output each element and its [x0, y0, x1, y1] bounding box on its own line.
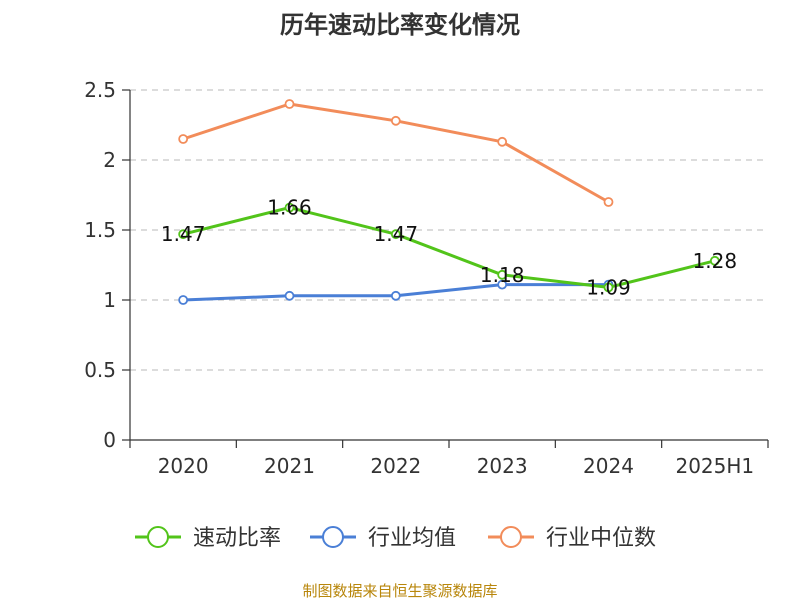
- y-tick-label-3: 1.5: [84, 218, 116, 242]
- series-2-point-1: [284, 99, 295, 109]
- legend-marker-2: [500, 526, 522, 548]
- y-tick-label-4: 2: [103, 148, 116, 172]
- chart-title: 历年速动比率变化情况: [280, 11, 520, 39]
- x-tick-label-4: 2024: [583, 454, 634, 478]
- data-label-0: 1.47: [161, 222, 206, 246]
- data-label-2: 1.47: [374, 222, 419, 246]
- data-labels: 1.47 1.66 1.47 1.18 1.09 1.28: [161, 196, 737, 300]
- legend-item-2[interactable]: 行业中位数: [488, 526, 656, 551]
- y-tick-label-0: 0: [103, 428, 116, 452]
- series-2-point-2: [390, 115, 401, 126]
- data-label-3: 1.18: [480, 263, 525, 287]
- legend-label-1: 行业均值: [368, 526, 456, 551]
- series-0-point-0: [178, 229, 189, 240]
- legend-item-1[interactable]: 行业均值: [310, 526, 456, 551]
- data-label-5: 1.28: [693, 249, 738, 273]
- x-tick-label-3: 2023: [477, 454, 528, 478]
- series-layer: [178, 99, 720, 305]
- series-2-point-4: [603, 197, 614, 207]
- y-tick-label-5: 2.5: [84, 78, 116, 102]
- series-1-point-0: [178, 295, 189, 305]
- series-0-point-2: [390, 229, 401, 240]
- y-tick-label-1: 0.5: [84, 358, 116, 382]
- source-note: 制图数据来自恒生聚源数据库: [302, 582, 497, 600]
- series-0-point-1: [284, 202, 295, 213]
- x-tick-label-1: 2021: [264, 454, 315, 478]
- series-2-point-0: [178, 134, 189, 144]
- legend-marker-1: [322, 526, 344, 548]
- series-1-point-1: [284, 290, 295, 301]
- series-0-point-5: [709, 255, 720, 266]
- axes: 0 0.5 1 1.5 2 2.5 2020 2021 2022 2023 2024 2025H1: [84, 78, 769, 478]
- x-tick-label-0: 2020: [158, 454, 209, 478]
- series-0-point-3: [497, 269, 508, 280]
- series-2-point-3: [497, 136, 508, 147]
- data-label-4: 1.09: [586, 275, 631, 299]
- y-tick-label-2: 1: [103, 288, 116, 312]
- legend-marker-0: [147, 526, 169, 548]
- data-label-1: 1.66: [267, 196, 312, 220]
- legend-label-0: 速动比率: [193, 526, 281, 551]
- legend-item-0[interactable]: 速动比率: [135, 526, 281, 551]
- legend[interactable]: 速动比率 行业均值 行业中位数: [135, 526, 656, 551]
- x-tick-label-5: 2025H1: [675, 454, 754, 478]
- series-1-point-3: [497, 279, 508, 290]
- series-line-0: [182, 206, 716, 289]
- series-1-point-2: [390, 290, 401, 301]
- x-tick-label-2: 2022: [370, 454, 421, 478]
- grid: [130, 89, 768, 371]
- legend-label-2: 行业中位数: [546, 526, 656, 551]
- series-0-point-4: [603, 282, 614, 293]
